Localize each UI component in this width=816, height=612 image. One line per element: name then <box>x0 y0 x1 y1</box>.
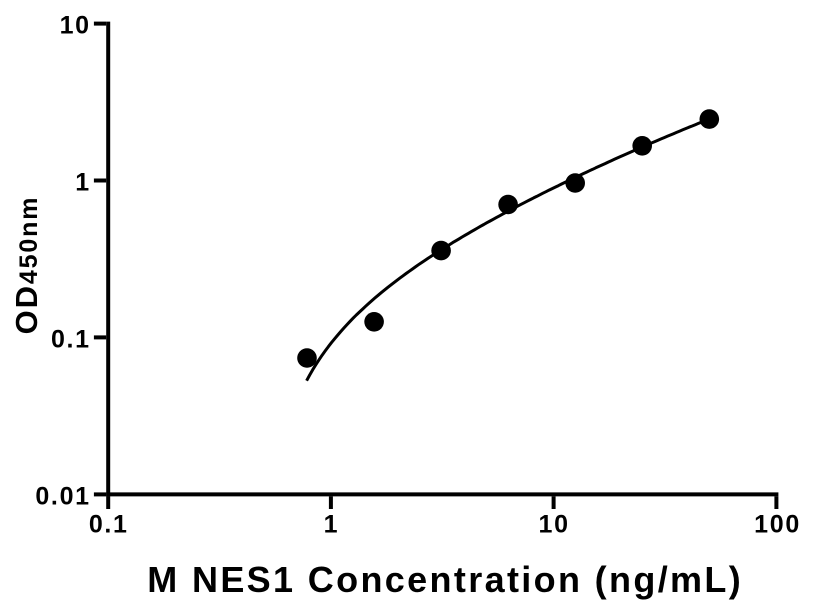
svg-text:10: 10 <box>60 12 91 40</box>
svg-text:0.1: 0.1 <box>89 511 129 539</box>
svg-text:100: 100 <box>754 511 801 539</box>
svg-text:OD450nm: OD450nm <box>9 196 44 335</box>
svg-text:1: 1 <box>75 169 91 197</box>
svg-text:0.01: 0.01 <box>35 483 90 511</box>
svg-text:0.1: 0.1 <box>51 326 91 354</box>
svg-text:1: 1 <box>324 511 340 539</box>
svg-text:10: 10 <box>539 511 570 539</box>
svg-text:M NES1 Concentration (ng/mL): M NES1 Concentration (ng/mL) <box>147 559 743 600</box>
